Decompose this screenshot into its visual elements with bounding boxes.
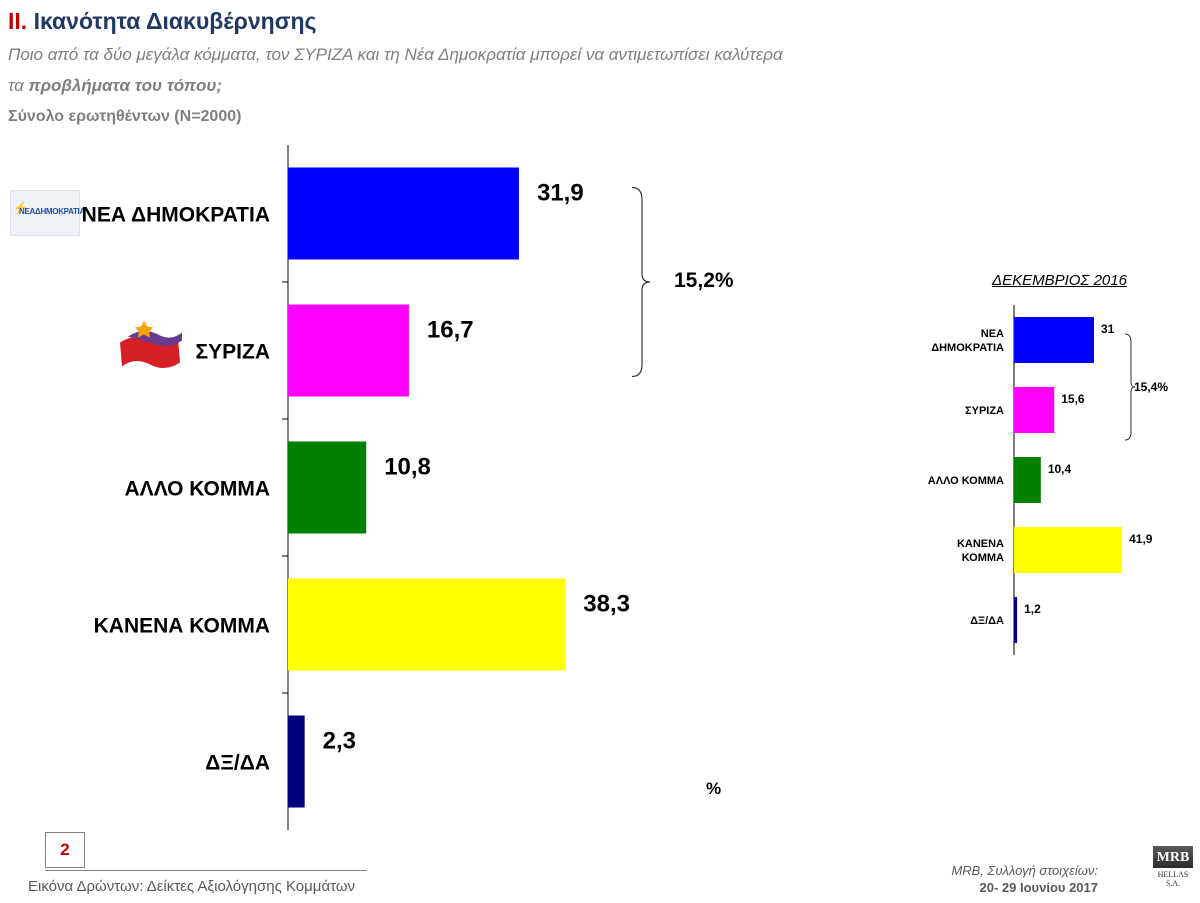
question-line-2-pre: τα (8, 76, 29, 95)
mrb-logo: MRB HELLAS S.A. (1153, 846, 1193, 890)
nd-logo-text: ΝΕΑΔΗΜΟΚΡΑΤΙΑ (19, 207, 85, 216)
dec-bracket (1124, 333, 1136, 441)
main-category-label: ΑΛΛΟ ΚΟΜΜΑ (125, 478, 270, 501)
main-value-label: 38,3 (583, 591, 630, 618)
percent-unit-label: % (706, 779, 722, 798)
dec-value-label: 31 (1101, 322, 1115, 336)
question-line-1: Ποιο από τα δύο μεγάλα κόμματα, τον ΣΥΡΙ… (8, 45, 783, 64)
main-category-label: ΔΞ/ΔΑ (205, 752, 270, 775)
dec-bar (1014, 457, 1041, 503)
mrb-logo-mark: MRB (1153, 846, 1193, 868)
nd-logo: ⚡ ΝΕΑΔΗΜΟΚΡΑΤΙΑ (10, 190, 85, 236)
section-number: II. (8, 8, 28, 34)
dec-category-label: ΝΕΑ (981, 328, 1004, 340)
main-bracket-label: 15,2% (674, 269, 734, 292)
dec-category-label: ΔΞ/ΔΑ (970, 615, 1004, 627)
main-category-label: ΣΥΡΙΖΑ (196, 341, 270, 364)
main-bar (288, 441, 367, 534)
main-bar (288, 167, 519, 260)
dec-bar (1014, 387, 1055, 433)
main-value-label: 31,9 (537, 180, 584, 207)
dec-category-label: ΣΥΡΙΖΑ (965, 405, 1004, 417)
footer-source-line-2: 20- 29 Ιουνίου 2017 (979, 880, 1098, 895)
dec-bracket-label: 15,4% (1134, 380, 1168, 394)
dec-bar (1014, 527, 1123, 573)
main-value-label: 2,3 (323, 728, 356, 755)
main-category-label: ΚΑΝΕΝΑ ΚΟΜΜΑ (94, 615, 270, 638)
main-bar (288, 304, 409, 397)
dec-value-label: 10,4 (1048, 462, 1072, 476)
dec-value-label: 41,9 (1129, 532, 1153, 546)
page-number: 2 (45, 832, 85, 868)
dec-bar (1014, 597, 1018, 643)
mrb-logo-subtext: HELLAS S.A. (1157, 870, 1189, 888)
nd-torch-icon: ⚡ (13, 201, 28, 215)
dec-category-label: ΚΑΝΕΝΑ (957, 538, 1004, 550)
december-chart-title: ΔΕΚΕΜΒΡΙΟΣ 2016 (992, 272, 1127, 289)
question-line-2: τα προβλήματα του τόπου; (8, 76, 222, 96)
main-category-label: ΝΕΑ ΔΗΜΟΚΡΑΤΙΑ (82, 204, 270, 227)
sample-size: Σύνολο ερωτηθέντων (N=2000) (8, 108, 242, 125)
footer-left-text: Εικόνα Δρώντων: Δείκτες Αξιολόγησης Κομμ… (28, 878, 356, 895)
main-bar (288, 715, 305, 808)
main-value-label: 10,8 (384, 454, 431, 481)
main-value-label: 16,7 (427, 317, 474, 344)
dec-value-label: 15,6 (1061, 392, 1085, 406)
section-title: Ικανότητα Διακυβέρνησης (33, 8, 317, 34)
footer-source-line-1: MRB, Συλλογή στοιχείων: (951, 863, 1098, 878)
dec-category-label: ΔΗΜΟΚΡΑΤΙΑ (931, 342, 1004, 354)
footer-source: MRB, Συλλογή στοιχείων: 20- 29 Ιουνίου 2… (900, 862, 1098, 896)
syriza-star-icon (135, 320, 153, 338)
question-line-2-bold: προβλήματα του τόπου; (28, 76, 223, 95)
dec-bar (1014, 317, 1094, 363)
footer-divider (45, 870, 367, 871)
slide-title: II. Ικανότητα Διακυβέρνησης (8, 8, 316, 35)
main-bar (288, 578, 566, 671)
dec-value-label: 1,2 (1024, 602, 1041, 616)
main-bracket (631, 186, 651, 378)
dec-category-label: ΚΟΜΜΑ (962, 552, 1004, 564)
dec-category-label: ΑΛΛΟ ΚΟΜΜΑ (928, 475, 1004, 487)
